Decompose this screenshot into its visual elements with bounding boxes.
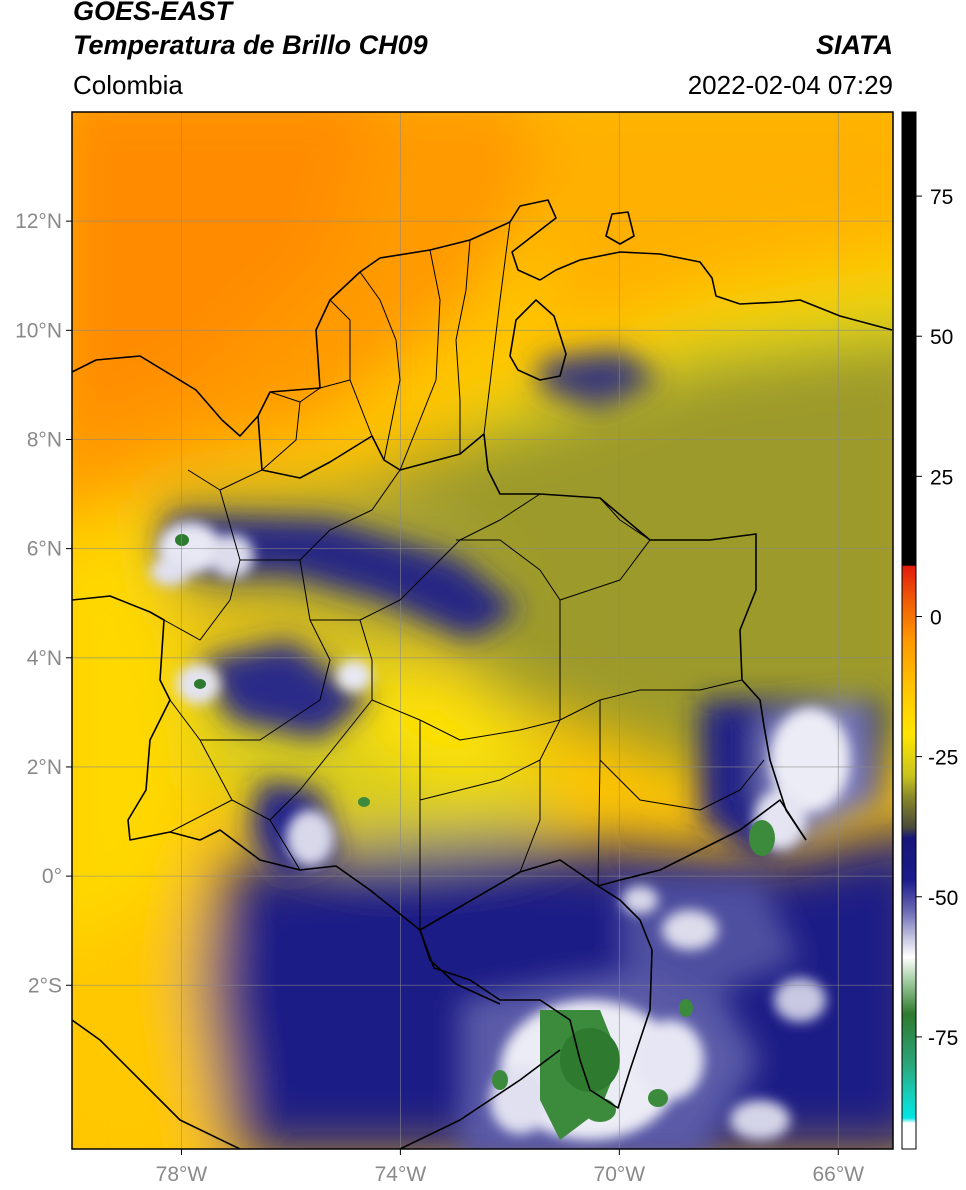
product-title: Temperatura de Brillo CH09 (73, 30, 428, 60)
country-borders (72, 199, 893, 1149)
colorbar-tick-label: 75 (930, 186, 953, 209)
colorbar-tick-label: -25 (928, 747, 958, 770)
colorbar-tick-label: 50 (930, 326, 953, 349)
colorbar: 75 50 25 0 -25 -50 -75 (901, 111, 958, 1150)
colorbar-tick-label: -75 (928, 1027, 958, 1050)
latitude-tick-label: 0° (42, 865, 62, 888)
colorbar-tick-label: 0 (930, 606, 942, 629)
latitude-tick-label: 6°N (27, 538, 62, 561)
latitude-tick-label: 4°N (27, 647, 62, 670)
organization-label: SIATA (816, 30, 893, 60)
latitude-tick-label: 8°N (27, 428, 62, 451)
colorbar-tick-labels: 75 50 25 0 -25 -50 -75 (916, 186, 958, 1050)
region-label: Colombia (73, 70, 183, 100)
latitude-tick-label: 2°S (28, 974, 62, 997)
longitude-tick-label: 66°W (812, 1163, 864, 1186)
colorbar-tick-label: -50 (928, 887, 958, 910)
map-frame (71, 111, 894, 1150)
map-gridlines (72, 112, 893, 1149)
longitude-tick-label: 74°W (375, 1163, 427, 1186)
datetime-label: 2022-02-04 07:29 (687, 70, 893, 100)
colorbar-tick-label: 25 (930, 466, 953, 489)
longitude-tick-label: 78°W (156, 1163, 208, 1186)
satellite-title: GOES-EAST (73, 0, 233, 26)
brightness-temperature-field (72, 112, 893, 1149)
latitude-tick-labels: 12°N 10°N 8°N 6°N 4°N 2°N 0° 2°S (15, 210, 72, 997)
latitude-tick-label: 2°N (27, 756, 62, 779)
longitude-tick-label: 70°W (594, 1163, 646, 1186)
latitude-tick-label: 12°N (15, 210, 62, 233)
longitude-tick-labels: 78°W 74°W 70°W 66°W (156, 1149, 864, 1186)
colorbar-gradient (902, 112, 916, 1149)
internal-borders (163, 221, 765, 930)
colorbar-frame (901, 111, 917, 1150)
latitude-tick-label: 10°N (15, 319, 62, 342)
